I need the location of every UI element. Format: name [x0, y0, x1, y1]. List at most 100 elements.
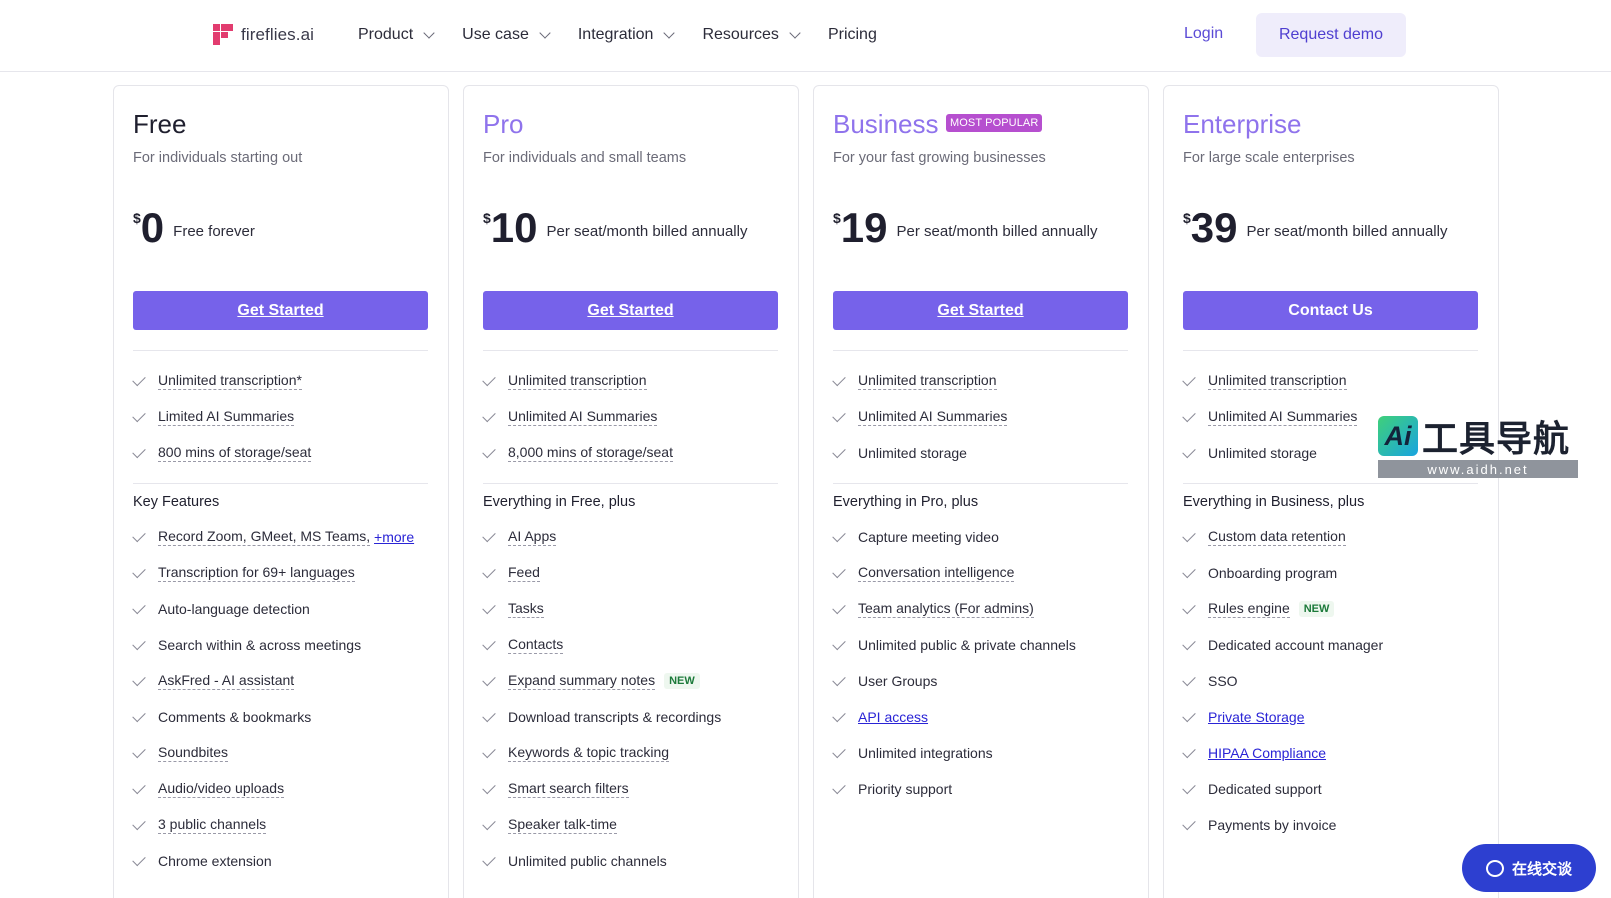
divider — [483, 483, 778, 484]
list-item: 800 mins of storage/seat — [132, 435, 312, 471]
new-badge: NEW — [1298, 601, 1335, 617]
list-item: Unlimited public & private channels — [832, 627, 1076, 663]
feature-text[interactable]: Speaker talk-time — [508, 816, 617, 834]
check-icon — [1182, 600, 1196, 614]
list-item: Tasks — [482, 591, 721, 627]
check-icon — [132, 744, 146, 758]
feature-text[interactable]: Unlimited transcription — [508, 372, 647, 390]
feature-text[interactable]: Limited AI Summaries — [158, 408, 295, 426]
feature-text[interactable]: Smart search filters — [508, 780, 629, 798]
feature-text[interactable]: Feed — [508, 564, 540, 582]
nav-resources-label: Resources — [702, 26, 779, 43]
request-demo-button[interactable]: Request demo — [1256, 13, 1406, 57]
feature-text[interactable]: Contacts — [508, 636, 564, 654]
divider — [833, 483, 1128, 484]
get-started-button[interactable]: Get Started — [133, 291, 428, 330]
list-item: Limited AI Summaries — [132, 399, 311, 435]
feature-text[interactable]: 8,000 mins of storage/seat — [508, 444, 673, 462]
feature-text[interactable]: Keywords & topic tracking — [508, 744, 670, 762]
feature-text[interactable]: Rules engine — [1208, 600, 1290, 618]
list-item: Smart search filters — [482, 771, 721, 807]
feature-text[interactable]: Soundbites — [158, 744, 229, 762]
check-icon — [482, 564, 496, 578]
features-list: Capture meeting video Conversation intel… — [832, 519, 1076, 807]
check-icon — [132, 372, 146, 386]
feature-text[interactable]: Record Zoom, GMeet, MS Teams, — [158, 528, 371, 546]
check-icon — [132, 672, 146, 686]
check-icon — [1182, 636, 1196, 650]
feature-text: SSO — [1208, 673, 1238, 689]
feature-text[interactable]: 3 public channels — [158, 816, 267, 834]
feature-text[interactable]: AskFred - AI assistant — [158, 672, 295, 690]
check-icon — [482, 408, 496, 422]
get-started-button[interactable]: Get Started — [833, 291, 1128, 330]
nav-integration[interactable]: Integration — [577, 24, 676, 46]
list-item: Onboarding program — [1182, 555, 1383, 591]
check-icon — [482, 372, 496, 386]
price-currency: $ — [833, 210, 841, 226]
check-icon — [1182, 816, 1196, 830]
features-list: Record Zoom, GMeet, MS Teams, +more Tran… — [132, 519, 415, 879]
feature-text[interactable]: Unlimited AI Summaries — [1208, 408, 1358, 426]
plan-card-business: Business MOST POPULAR For your fast grow… — [813, 85, 1149, 898]
check-icon — [1182, 780, 1196, 794]
list-item: Unlimited public channels — [482, 843, 721, 879]
basics-list: Unlimited transcription Unlimited AI Sum… — [1182, 363, 1358, 471]
nav-resources[interactable]: Resources — [702, 24, 801, 46]
more-link[interactable]: +more — [374, 529, 415, 545]
feature-text[interactable]: Unlimited transcription — [1208, 372, 1347, 390]
check-icon — [832, 444, 846, 458]
list-item: Auto-language detection — [132, 591, 414, 627]
check-icon — [832, 408, 846, 422]
nav-use-case[interactable]: Use case — [462, 24, 551, 46]
check-icon — [132, 708, 146, 722]
plan-subtitle: For large scale enterprises — [1183, 150, 1355, 166]
login-link[interactable]: Login — [1184, 25, 1224, 42]
price-amount: 39 — [1190, 204, 1238, 251]
feature-text[interactable]: Transcription for 69+ languages — [158, 564, 355, 582]
fireflies-logo-icon — [213, 24, 233, 45]
feature-text[interactable]: Audio/video uploads — [158, 780, 285, 798]
feature-text[interactable]: Conversation intelligence — [858, 564, 1015, 582]
check-icon — [482, 852, 496, 866]
feature-text: Payments by invoice — [1208, 817, 1337, 833]
feature-text[interactable]: Expand summary notes — [508, 672, 656, 690]
plan-card-free: Free For individuals starting out $ 0 Fr… — [113, 85, 449, 898]
feature-text[interactable]: Unlimited AI Summaries — [858, 408, 1008, 426]
live-chat-button[interactable]: 在线交谈 — [1462, 844, 1596, 892]
check-icon — [832, 780, 846, 794]
feature-text[interactable]: Unlimited AI Summaries — [508, 408, 658, 426]
list-item: Custom data retention — [1182, 519, 1383, 555]
feature-text: Search within & across meetings — [158, 637, 362, 653]
feature-text[interactable]: Team analytics (For admins) — [858, 600, 1034, 618]
list-item: Audio/video uploads — [132, 771, 414, 807]
logo[interactable]: fireflies.ai — [213, 24, 314, 45]
feature-text[interactable]: Custom data retention — [1208, 528, 1346, 546]
list-item: Unlimited storage — [1182, 435, 1357, 471]
nav-integration-label: Integration — [577, 26, 654, 43]
feature-text[interactable]: Tasks — [508, 600, 544, 618]
chevron-down-icon — [663, 26, 676, 39]
list-item: Unlimited transcription — [832, 363, 1007, 399]
plan-price: $ 0 Free forever — [133, 206, 255, 250]
feature-text[interactable]: Unlimited transcription — [858, 372, 997, 390]
feature-text[interactable]: Unlimited transcription* — [158, 372, 302, 390]
check-icon — [832, 744, 846, 758]
feature-text[interactable]: 800 mins of storage/seat — [158, 444, 312, 462]
nav-pricing[interactable]: Pricing — [828, 24, 877, 46]
check-icon — [1182, 372, 1196, 386]
contact-us-button[interactable]: Contact Us — [1183, 291, 1478, 330]
list-item: Unlimited storage — [832, 435, 1007, 471]
chat-bubble-icon — [1485, 859, 1504, 877]
private-storage-link[interactable]: Private Storage — [1208, 709, 1305, 725]
price-amount: 0 — [140, 204, 165, 251]
list-item: Private Storage — [1182, 699, 1383, 735]
api-access-link[interactable]: API access — [858, 709, 929, 725]
feature-text[interactable]: AI Apps — [508, 528, 557, 546]
hipaa-compliance-link[interactable]: HIPAA Compliance — [1208, 745, 1327, 761]
nav-product[interactable]: Product — [358, 24, 435, 46]
list-item: Transcription for 69+ languages — [132, 555, 414, 591]
check-icon — [482, 780, 496, 794]
feature-text: Priority support — [858, 781, 953, 797]
get-started-button[interactable]: Get Started — [483, 291, 778, 330]
